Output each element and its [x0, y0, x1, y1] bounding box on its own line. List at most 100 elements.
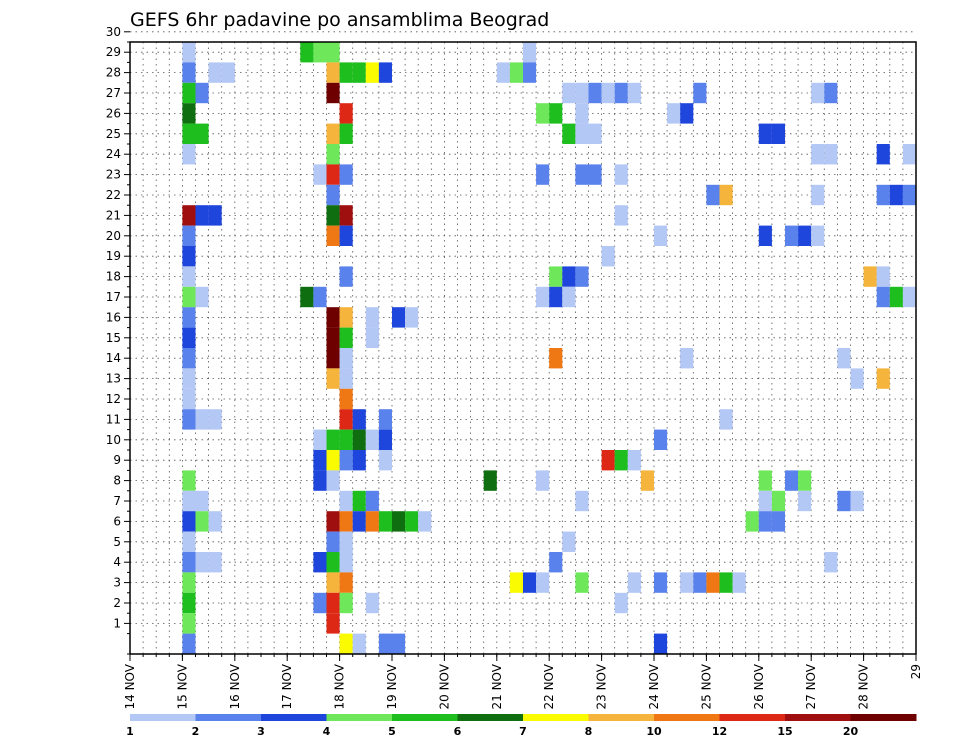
y-tick-label: 22: [106, 188, 121, 202]
heatmap-cell: [339, 62, 353, 83]
x-tick-label: 20 NOV: [437, 663, 451, 709]
heatmap-cell: [771, 511, 785, 532]
heatmap-cell: [339, 409, 353, 430]
heatmap-cell: [326, 511, 340, 532]
heatmap-cell: [326, 184, 340, 206]
heatmap-cell: [182, 225, 196, 246]
heatmap-cell: [549, 552, 563, 573]
heatmap-cell: [824, 82, 838, 104]
colorbar-label: 6: [454, 725, 462, 738]
x-tick-label: 26 NOV: [752, 663, 766, 709]
heatmap-cell: [182, 286, 196, 308]
x-tick-label: 25 NOV: [699, 663, 713, 709]
x-axis-ticks: 14 NOV 15 NOV 16 NOV 17 NOV 18 NOV 19 NOV 20 N…: [123, 654, 923, 710]
heatmap-cell: [352, 409, 366, 430]
heatmap-cell: [326, 205, 340, 226]
colorbar-label: 2: [192, 725, 200, 738]
heatmap-cell: [326, 144, 340, 165]
y-tick-label: 5: [113, 535, 121, 549]
heatmap-cell: [392, 633, 406, 654]
heatmap-cell: [339, 266, 353, 287]
heatmap-cells: [182, 42, 916, 654]
heatmap-cell: [536, 164, 550, 185]
heatmap-cell: [326, 42, 340, 63]
heatmap-cell: [182, 613, 196, 634]
y-tick-label: 4: [113, 555, 121, 569]
heatmap-cell: [536, 572, 550, 593]
heatmap-cell: [758, 490, 772, 512]
heatmap-cell: [352, 62, 366, 83]
grid-lines: [130, 31, 916, 654]
heatmap-cell: [339, 490, 353, 512]
heatmap-cell: [483, 470, 497, 491]
heatmap-cell: [654, 429, 668, 450]
heatmap-cell: [326, 123, 340, 144]
heatmap-cell: [182, 531, 196, 552]
heatmap-cell: [182, 42, 196, 63]
heatmap-cell: [562, 123, 576, 144]
heatmap-cell: [811, 144, 825, 165]
colorbar-swatch: [785, 714, 851, 721]
y-tick-label: 17: [106, 290, 121, 304]
heatmap-cell: [693, 82, 707, 104]
heatmap-cell: [575, 103, 589, 124]
heatmap-cell: [182, 348, 196, 369]
heatmap-cell: [182, 103, 196, 124]
colorbar-label: 15: [777, 725, 792, 738]
heatmap-cell: [195, 286, 209, 308]
heatmap-cell: [549, 266, 563, 287]
heatmap-cell: [195, 490, 209, 512]
heatmap-cell: [549, 103, 563, 124]
heatmap-cell: [182, 62, 196, 83]
heatmap-cell: [378, 450, 392, 471]
x-tick-label: 15 NOV: [175, 663, 189, 709]
heatmap-cell: [313, 286, 327, 308]
heatmap-cell: [863, 266, 877, 287]
heatmap-cell: [588, 123, 602, 144]
y-axis-ticks: 1234567891011121314151617181920212223242…: [106, 25, 130, 655]
heatmap-cell: [614, 164, 628, 185]
y-tick-label: 7: [113, 494, 121, 508]
heatmap-cell: [378, 409, 392, 430]
heatmap-cell: [758, 225, 772, 246]
heatmap-cell: [758, 123, 772, 144]
y-tick-label: 30: [106, 25, 121, 39]
heatmap-cell: [326, 327, 340, 348]
heatmap-cell: [326, 450, 340, 471]
heatmap-cell: [221, 62, 235, 83]
heatmap-cell: [378, 429, 392, 450]
colorbar-swatch: [850, 714, 917, 721]
y-tick-label: 12: [106, 392, 121, 406]
heatmap-cell: [352, 450, 366, 471]
y-tick-label: 2: [113, 596, 121, 610]
heatmap-cell: [326, 552, 340, 573]
colorbar-swatch: [654, 714, 720, 721]
heatmap-cell: [575, 82, 589, 104]
x-tick-label: 28 NOV: [857, 663, 871, 709]
heatmap-cell: [902, 144, 916, 165]
x-tick-label: 24 NOV: [647, 663, 661, 709]
y-tick-label: 14: [106, 351, 121, 365]
heatmap-cell: [365, 592, 379, 614]
y-tick-label: 9: [113, 453, 121, 467]
heatmap-cell: [627, 82, 641, 104]
heatmap-cell: [208, 552, 222, 573]
colorbar-swatch: [523, 714, 589, 721]
heatmap-cell: [902, 286, 916, 308]
heatmap-cell: [392, 307, 406, 328]
y-tick-label: 25: [106, 127, 121, 141]
heatmap-cell: [575, 123, 589, 144]
x-tick-label: 23 NOV: [595, 663, 609, 709]
heatmap-cell: [182, 82, 196, 104]
heatmap-cell: [208, 409, 222, 430]
heatmap-cell: [326, 368, 340, 389]
heatmap-cell: [182, 633, 196, 654]
heatmap-cell: [365, 62, 379, 83]
heatmap-cell: [313, 429, 327, 450]
heatmap-cell: [575, 490, 589, 512]
heatmap-cell: [208, 62, 222, 83]
x-tick-label: 27 NOV: [804, 663, 818, 709]
heatmap-cell: [326, 470, 340, 491]
heatmap-cell: [339, 429, 353, 450]
heatmap-cell: [811, 184, 825, 206]
